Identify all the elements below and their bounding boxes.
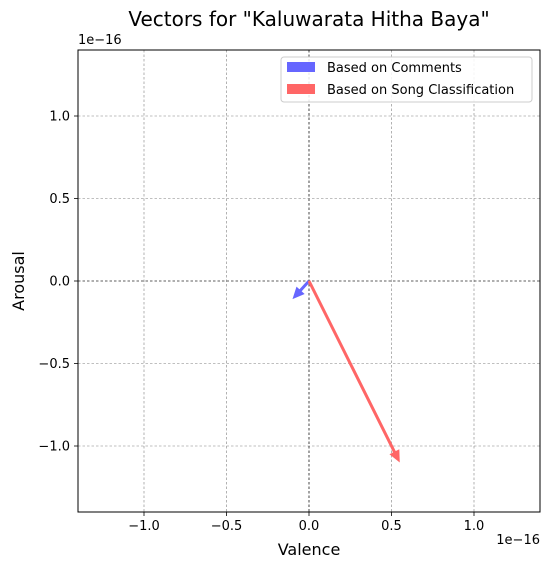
chart-title: Vectors for "Kaluwarata Hitha Baya" (128, 7, 489, 31)
y-tick-label: 1.0 (49, 110, 70, 125)
y-ticks: −1.0 −0.5 0.0 0.5 1.0 (38, 110, 78, 455)
vectors (292, 279, 400, 463)
vector-shaft (307, 280, 397, 454)
vector-head (389, 449, 400, 463)
x-tick-label: −1.0 (128, 519, 160, 534)
vector-arrow (307, 280, 400, 463)
y-axis-label: Arousal (9, 251, 28, 311)
x-ticks: −1.0 −0.5 0.0 0.5 1.0 (128, 512, 484, 534)
vector-shaft (298, 279, 311, 293)
x-tick-label: 0.5 (381, 519, 402, 534)
x-tick-label: 1.0 (464, 519, 485, 534)
x-offset-label: 1e−16 (496, 533, 540, 548)
x-axis-label: Valence (278, 540, 341, 559)
vector-arrow (292, 279, 311, 300)
legend-box (280, 56, 533, 103)
y-tick-label: −0.5 (38, 357, 70, 372)
legend-label-comments: Based on Comments (327, 61, 462, 76)
legend-label-song-classification: Based on Song Classification (327, 83, 514, 98)
vector-head (292, 286, 305, 300)
y-offset-label: 1e−16 (78, 33, 122, 48)
y-tick-label: 0.0 (49, 275, 70, 290)
y-tick-label: −1.0 (38, 440, 70, 455)
x-tick-label: −0.5 (211, 519, 243, 534)
legend: Based on Comments Based on Song Classifi… (280, 56, 533, 103)
y-tick-label: 0.5 (49, 192, 70, 207)
legend-swatch-comments (287, 62, 315, 72)
legend-swatch-song-classification (287, 84, 315, 94)
x-tick-label: 0.0 (299, 519, 320, 534)
